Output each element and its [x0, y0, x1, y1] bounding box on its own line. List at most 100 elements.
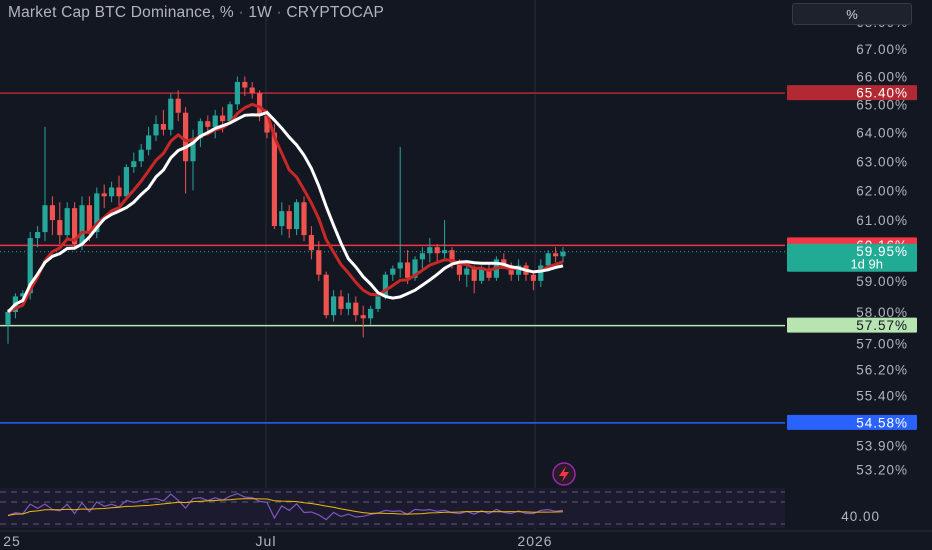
price-tick-label: 62.00%: [856, 183, 908, 198]
candle[interactable]: [131, 152, 137, 173]
candle[interactable]: [360, 305, 366, 338]
candle[interactable]: [168, 93, 174, 136]
price-tick-label: 58.00%: [856, 305, 908, 320]
price-badge-label: 54.58%: [856, 415, 908, 430]
candle[interactable]: [234, 76, 240, 110]
candle-body: [545, 253, 551, 266]
percent-unit-button[interactable]: %: [792, 3, 912, 25]
candle[interactable]: [308, 226, 314, 260]
candle[interactable]: [175, 90, 181, 122]
candle[interactable]: [183, 107, 189, 194]
price-badge[interactable]: 59.95%1d 9h: [787, 243, 917, 272]
candle-body: [419, 253, 425, 260]
candle[interactable]: [530, 271, 536, 291]
candle[interactable]: [464, 262, 470, 288]
candle-body: [197, 121, 203, 139]
candle[interactable]: [42, 126, 48, 242]
price-tick-label: 65.00%: [856, 97, 908, 112]
candle-body: [234, 81, 240, 105]
candle[interactable]: [5, 308, 11, 344]
candle[interactable]: [301, 196, 307, 242]
candle[interactable]: [197, 118, 203, 147]
candle[interactable]: [345, 293, 351, 316]
candle-body: [94, 193, 100, 233]
candle-body: [220, 115, 226, 122]
candle-body: [442, 250, 448, 254]
candle-body: [449, 250, 455, 263]
candle[interactable]: [116, 175, 122, 206]
candle[interactable]: [560, 247, 566, 263]
candle[interactable]: [242, 76, 248, 96]
candle[interactable]: [294, 199, 300, 236]
candle-body: [5, 312, 11, 325]
candle[interactable]: [368, 305, 374, 325]
flash-alert-icon[interactable]: [552, 462, 576, 486]
candle-body: [35, 232, 41, 239]
candle-body: [501, 259, 507, 266]
candle[interactable]: [553, 247, 559, 263]
candle-body: [382, 274, 388, 297]
candle[interactable]: [271, 124, 277, 230]
candle[interactable]: [331, 290, 337, 322]
candle-body: [397, 262, 403, 269]
candle-body: [64, 208, 70, 236]
candle[interactable]: [64, 202, 70, 242]
candle[interactable]: [471, 265, 477, 294]
candle[interactable]: [109, 181, 115, 203]
candle[interactable]: [146, 126, 152, 156]
price-badge-background: [787, 317, 917, 333]
candle[interactable]: [138, 143, 144, 168]
candle-body: [20, 293, 26, 297]
candle-body: [153, 124, 159, 136]
candle-body: [168, 98, 174, 130]
candle[interactable]: [434, 244, 440, 263]
candle-body: [553, 253, 559, 257]
symbol-title: Market Cap BTC Dominance, %: [8, 4, 234, 21]
candle[interactable]: [338, 290, 344, 316]
candle[interactable]: [212, 109, 218, 139]
candle-body: [279, 211, 285, 227]
candle-body: [316, 250, 322, 275]
candle-body: [79, 205, 85, 245]
candle[interactable]: [316, 241, 322, 281]
candle-body: [123, 167, 129, 197]
price-tick-label: 64.00%: [856, 126, 908, 141]
candle[interactable]: [419, 247, 425, 269]
candle[interactable]: [57, 202, 63, 245]
candle[interactable]: [442, 220, 448, 260]
candle[interactable]: [79, 196, 85, 251]
candle-body: [390, 268, 396, 275]
candle-body: [427, 247, 433, 254]
candle-body: [338, 296, 344, 309]
candle-body: [456, 262, 462, 275]
candle-body: [368, 308, 374, 319]
candle-body: [72, 208, 78, 245]
candle[interactable]: [249, 81, 255, 99]
candle[interactable]: [516, 259, 522, 281]
candle-body: [190, 138, 196, 162]
candle[interactable]: [427, 238, 433, 263]
price-badge[interactable]: 57.57%: [787, 317, 917, 334]
candle[interactable]: [390, 265, 396, 281]
candle[interactable]: [375, 293, 381, 313]
candle[interactable]: [279, 202, 285, 236]
candle[interactable]: [123, 164, 129, 200]
candle[interactable]: [353, 296, 359, 322]
candle[interactable]: [72, 202, 78, 251]
candle[interactable]: [101, 184, 107, 209]
candle[interactable]: [160, 109, 166, 136]
candle[interactable]: [153, 115, 159, 142]
candle[interactable]: [538, 259, 544, 288]
candle[interactable]: [49, 196, 55, 236]
candle[interactable]: [397, 146, 403, 278]
candle[interactable]: [35, 226, 41, 248]
candle-body: [27, 238, 33, 294]
candle-body: [138, 149, 144, 162]
interval-label[interactable]: 1W: [248, 4, 272, 21]
candle[interactable]: [286, 205, 292, 239]
price-badge[interactable]: 54.58%: [787, 414, 917, 431]
candle[interactable]: [323, 271, 329, 319]
price-badge[interactable]: 65.40%: [787, 85, 917, 101]
